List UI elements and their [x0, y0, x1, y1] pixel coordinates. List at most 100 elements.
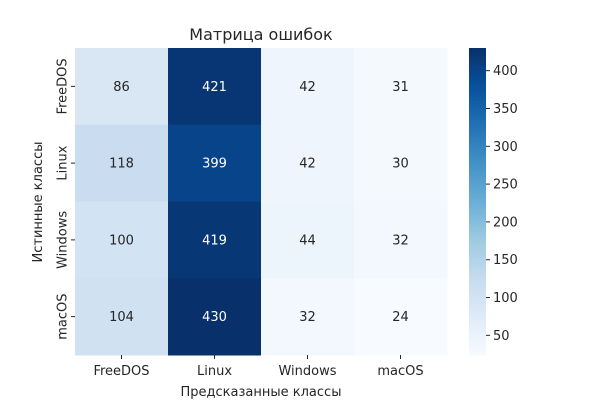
colorbar-segment: [469, 60, 486, 64]
colorbar-segment: [469, 160, 486, 164]
colorbar-segment: [469, 81, 486, 85]
colorbar-segment: [469, 117, 486, 121]
colorbar-segment: [469, 88, 486, 93]
heatmap-cell: [354, 278, 448, 356]
colorbar-segment: [469, 150, 486, 154]
heatmap-cell-label: 118: [109, 157, 134, 172]
colorbar-segment: [469, 311, 486, 315]
heatmap-cell-label: 42: [299, 80, 316, 95]
colorbar-segment: [469, 352, 486, 356]
colorbar-segment: [469, 206, 486, 210]
colorbar-segment: [469, 298, 486, 302]
heatmap-cell-label: 32: [299, 310, 316, 325]
heatmap-cell-label: 32: [392, 233, 409, 248]
heatmap-cell: [168, 48, 262, 126]
colorbar-segment: [469, 285, 486, 290]
heatmap-cell-labels: 86 421 42 31 118 399 42 30 100 419 44 32 104 430 32 24: [109, 80, 409, 325]
colorbar-segment: [469, 211, 486, 215]
colorbar-segment: [469, 319, 486, 323]
colorbar-segment: [469, 173, 486, 177]
colorbar-segment: [469, 175, 486, 180]
colorbar-segment: [469, 252, 486, 256]
colorbar-segment: [469, 142, 486, 146]
colorbar-segment: [469, 191, 486, 195]
colorbar-segment: [469, 83, 486, 87]
colorbar-tick-label: 350: [493, 102, 518, 117]
x-axis: FreeDOS Linux Windows macOS: [93, 355, 424, 379]
heatmap-cells: [75, 48, 448, 356]
heatmap-cell: [168, 201, 262, 279]
x-tick-label: Windows: [278, 364, 336, 379]
colorbar-segment: [469, 134, 486, 139]
colorbar-segment: [469, 101, 486, 105]
colorbar-segment: [469, 78, 486, 82]
colorbar-segment: [469, 255, 486, 259]
colorbar-segment: [469, 106, 486, 110]
y-tick-label: FreeDOS: [56, 58, 71, 114]
heatmap-cell-label: 86: [113, 80, 130, 95]
colorbar-segment: [469, 109, 486, 113]
colorbar-segment: [469, 170, 486, 174]
colorbar-segment: [469, 344, 486, 348]
heatmap-cell: [261, 201, 355, 279]
colorbar-segment: [469, 229, 486, 233]
heatmap-cell: [75, 278, 169, 356]
colorbar-segment: [469, 155, 486, 159]
colorbar-segment: [469, 65, 486, 70]
x-tick-label: macOS: [377, 364, 423, 379]
colorbar-segment: [469, 339, 486, 343]
colorbar-segment: [469, 111, 486, 116]
colorbar-segment: [469, 114, 486, 118]
colorbar-tick-label: 100: [493, 291, 518, 306]
colorbar-segment: [469, 342, 486, 346]
colorbar-segment: [469, 326, 486, 331]
colorbar-segment: [469, 129, 486, 134]
colorbar-segment: [469, 127, 486, 131]
colorbar-tick-label: 400: [493, 64, 518, 79]
colorbar-segment: [469, 247, 486, 251]
colorbar-segment: [469, 224, 486, 228]
colorbar-segment: [469, 234, 486, 238]
y-axis-label: Истинные классы: [31, 142, 46, 263]
colorbar-segment: [469, 71, 486, 75]
colorbar-segment: [469, 48, 486, 52]
colorbar-segment: [469, 265, 486, 269]
colorbar-segment: [469, 270, 486, 274]
heatmap-cell-label: 30: [392, 157, 409, 172]
colorbar-segment: [469, 288, 486, 292]
x-tick-label: Linux: [197, 364, 232, 379]
colorbar-segment: [469, 201, 486, 205]
colorbar-segment: [469, 124, 486, 128]
colorbar-segment: [469, 145, 486, 149]
colorbar-segment: [469, 221, 486, 226]
colorbar-segment: [469, 334, 486, 338]
x-axis-label: Предсказанные классы: [181, 385, 342, 400]
colorbar-segment: [469, 55, 486, 59]
colorbar-tick-label: 300: [493, 140, 518, 155]
colorbar-segment: [469, 273, 486, 277]
colorbar-segment: [469, 293, 486, 297]
colorbar-segment: [469, 257, 486, 261]
chart-title: Матрица ошибок: [189, 25, 333, 44]
colorbar-segment: [469, 186, 486, 190]
heatmap-cell: [75, 124, 169, 202]
colorbar-segment: [469, 183, 486, 187]
colorbar-tick-label: 150: [493, 253, 518, 268]
colorbar-segment: [469, 188, 486, 192]
colorbar-segment: [469, 321, 486, 325]
colorbar-segment: [469, 301, 486, 305]
colorbar-segment: [469, 260, 486, 264]
colorbar-segment: [469, 291, 486, 295]
y-axis: FreeDOS Linux Windows macOS: [56, 58, 75, 340]
colorbar-segment: [469, 349, 486, 354]
y-tick-label: Windows: [56, 211, 71, 269]
colorbar-segment: [469, 58, 486, 62]
colorbar-segment: [469, 219, 486, 223]
colorbar-segment: [469, 99, 486, 103]
colorbar-tick-label: 200: [493, 215, 518, 230]
colorbar-segment: [469, 283, 486, 287]
colorbar-segment: [469, 232, 486, 236]
colorbar-segment: [469, 53, 486, 57]
colorbar-segment: [469, 214, 486, 218]
colorbar-segment: [469, 86, 486, 90]
